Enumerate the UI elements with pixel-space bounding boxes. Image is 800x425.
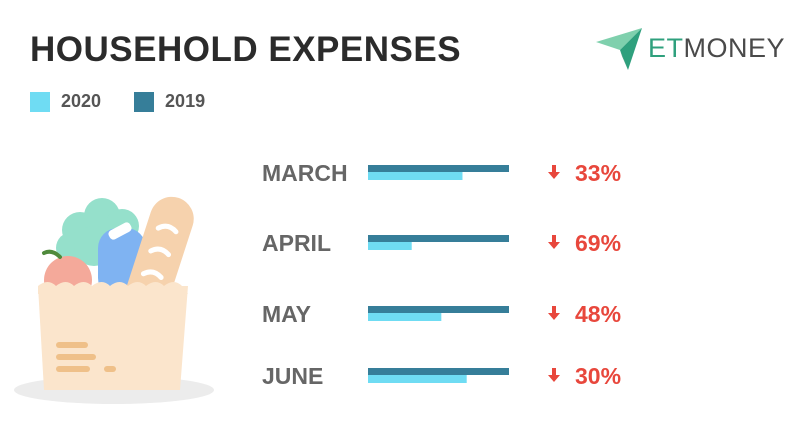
down-arrow-icon bbox=[548, 306, 560, 320]
down-arrow-icon bbox=[548, 235, 560, 249]
logo-text-money: MONEY bbox=[683, 33, 786, 63]
bar-2020-june bbox=[368, 375, 467, 383]
bar-2019-june bbox=[368, 368, 509, 375]
category-label-may: MAY bbox=[262, 301, 311, 327]
change-label-june: 30% bbox=[575, 363, 621, 389]
legend-swatch-2020 bbox=[30, 91, 50, 112]
paper-plane-logo-icon bbox=[596, 28, 642, 70]
chart-title: HOUSEHOLD EXPENSES bbox=[30, 30, 462, 69]
bar-2019-april bbox=[368, 235, 509, 242]
change-label-march: 33% bbox=[575, 160, 621, 186]
change-label-april: 69% bbox=[575, 230, 621, 256]
category-label-june: JUNE bbox=[262, 363, 323, 389]
grocery-bag-illustration bbox=[14, 196, 214, 404]
legend: 2020 2019 bbox=[30, 91, 238, 112]
bar-2020-may bbox=[368, 313, 442, 321]
bar-2019-may bbox=[368, 306, 509, 313]
legend-swatch-2019 bbox=[134, 91, 155, 112]
bar-2019-march bbox=[368, 165, 509, 172]
down-arrow-icon bbox=[548, 368, 560, 382]
down-arrow-icon bbox=[548, 165, 560, 179]
change-label-may: 48% bbox=[575, 301, 621, 327]
legend-label-2019: 2019 bbox=[165, 91, 206, 111]
bar-2020-april bbox=[368, 242, 412, 250]
bar-2020-march bbox=[368, 172, 463, 180]
category-label-march: MARCH bbox=[262, 160, 348, 186]
category-label-april: APRIL bbox=[262, 230, 331, 256]
logo-text-et: ET bbox=[648, 33, 684, 63]
legend-label-2020: 2020 bbox=[61, 91, 102, 111]
logo-wordmark: ETMONEY bbox=[648, 33, 785, 64]
